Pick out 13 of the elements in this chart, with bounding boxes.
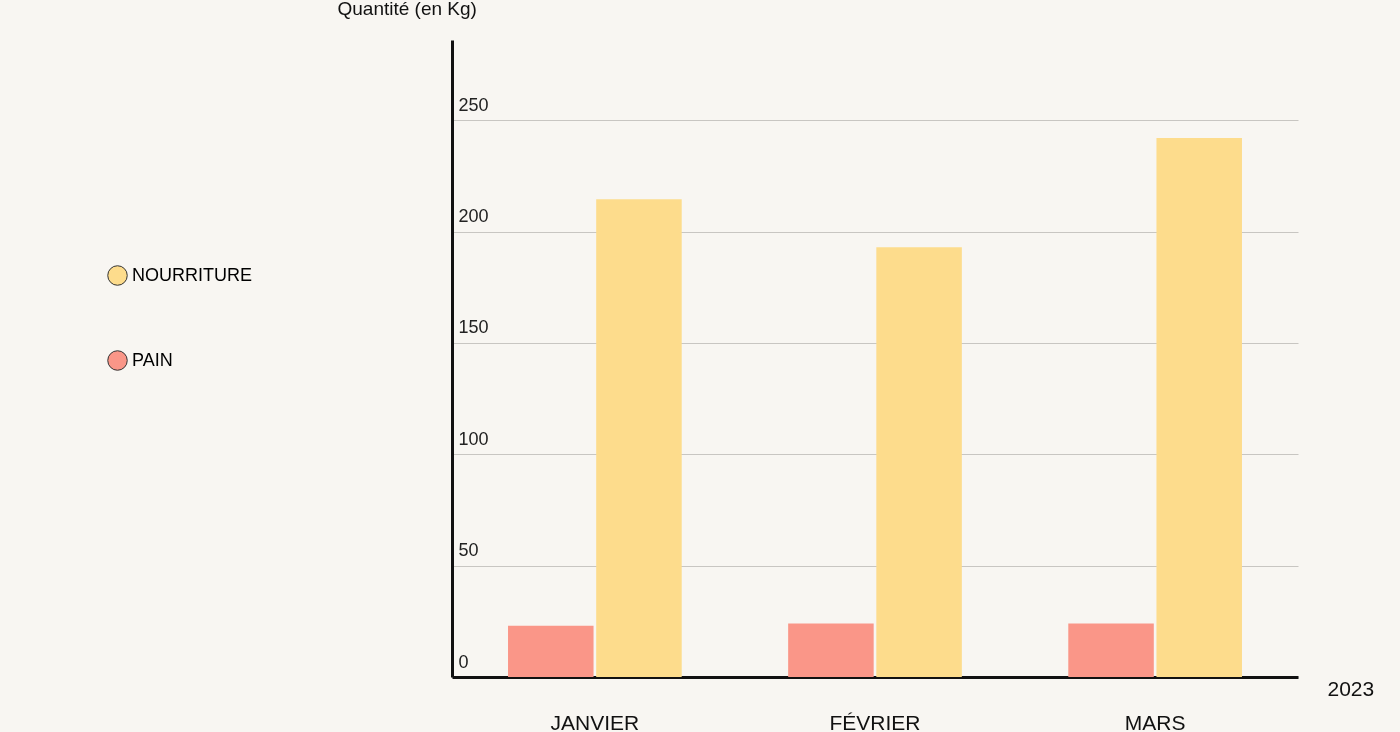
y-axis-title: Quantité (en Kg) [337, 0, 477, 19]
y-tick-label: 150 [458, 317, 489, 338]
y-tick-label: 100 [458, 428, 489, 449]
x-axis-title: 2023 [1327, 676, 1375, 700]
x-tick-label: MARS [1124, 710, 1186, 732]
x-tick-label: FÉVRIER [829, 710, 921, 732]
y-tick-label: 0 [458, 651, 469, 672]
legend-label: NOURRITURE [132, 264, 252, 285]
y-tick-label: 50 [458, 540, 479, 561]
x-tick-label: JANVIER [550, 710, 640, 732]
y-tick-label: 250 [458, 94, 489, 115]
y-tick-label: 200 [458, 206, 489, 227]
legend-label: PAIN [132, 349, 173, 370]
